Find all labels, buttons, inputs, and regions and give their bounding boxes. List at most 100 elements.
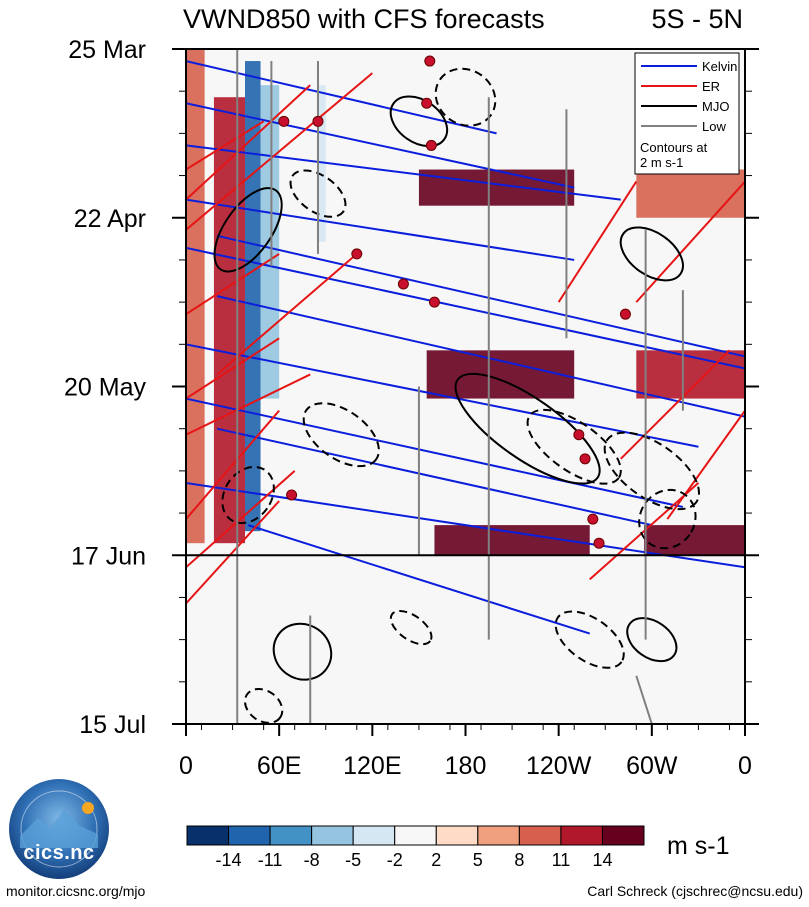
colorbar-box [394,825,437,846]
x-tick-label: 0 [738,752,752,780]
kelvin-contour [186,144,621,201]
mjo-contour [454,372,601,485]
er-contour [186,409,280,520]
mjo-contour [526,408,622,485]
field-feature [636,350,745,399]
er-contour [557,181,638,303]
kelvin-contour [216,234,745,358]
colorbar-label: -5 [345,850,361,870]
er-contour [186,337,280,400]
colorbar-box [311,825,354,846]
cyclone-marker [424,55,436,67]
mjo-contour [638,488,697,550]
legend-label: Kelvin [702,59,737,74]
er-contour [216,253,358,376]
legend: Kelvin ER MJO Low Contours at 2 m s-1 [634,52,740,175]
logo-ring [20,790,98,868]
legend-box [634,52,740,175]
y-tick-label: 17 Jun [71,542,146,570]
er-contour [186,84,311,201]
colorbar-box [518,825,562,846]
colorbar-label: 14 [592,850,612,870]
logo-mountains [20,810,98,848]
legend-label: ER [702,79,720,94]
mjo-contour [603,431,700,511]
colorbar-label: 11 [552,850,571,870]
colorbar-label: -11 [258,850,283,870]
logo-text: cics.nc [23,842,95,864]
mjo-contour [434,67,497,127]
cyclone-marker [278,115,290,127]
chart-title: VWND850 with CFS forecasts [183,4,545,34]
er-contour [635,180,745,303]
field-feature [186,49,205,544]
mjo-contour [272,622,333,681]
region-label: 5S - 5N [651,4,743,34]
kelvin-contour [216,295,745,418]
er-contour [186,120,265,171]
kelvin-contour [216,427,653,527]
er-contour [186,500,280,605]
er-contour [589,482,700,581]
cyclone-marker [421,97,433,109]
cyclone-marker [593,537,605,549]
x-tick-label: 180 [445,752,487,780]
x-tick-label: 60W [626,752,678,780]
y-tick-label: 25 Mar [68,36,146,64]
cyclone-marker [619,308,631,320]
cyclone-marker [286,489,298,501]
cyclone-marker [428,296,440,308]
x-tick-label: 120W [526,752,592,780]
kelvin-contour [186,481,745,569]
cyclone-marker [312,115,324,127]
field-feature [426,350,575,399]
field-feature [418,169,575,206]
mjo-contour [619,226,684,282]
mjo-contour [243,687,284,724]
tropical-cyclone-markers [278,55,631,549]
y-tick-label: 22 Apr [74,205,146,233]
kelvin-contour [247,524,591,635]
colorbar-box [435,825,479,846]
colorbar-label: -2 [387,850,403,870]
er-contour [186,72,373,231]
kelvin-contour [186,102,575,189]
er-contour [620,349,731,460]
field-feature [213,97,246,544]
colorbar-label: 8 [514,850,524,870]
low-contour [635,675,653,724]
colorbar-box [352,825,396,846]
y-axis: 25 Mar 22 Apr 20 May 17 Jun 15 Jul [64,36,759,739]
cyclone-marker [579,453,591,465]
footer-url: monitor.cicsnc.org/mjo [6,883,146,899]
mjo-contour [221,465,275,525]
footer-credit: Carl Schreck (cjschrec@ncsu.edu) [587,883,803,899]
x-tick-label: 0 [179,752,193,780]
cyclone-marker [573,429,585,441]
cyclone-marker [587,513,599,525]
cyclone-marker [425,139,437,151]
colorbar-box [601,825,645,846]
x-tick-label: 60E [257,752,301,780]
y-tick-label: 15 Jul [79,711,146,739]
colorbar-box [228,825,271,846]
er-contour [186,253,280,316]
kelvin-contour [186,397,684,509]
logo-sun [82,802,94,814]
kelvin-contour [186,246,745,370]
x-tick-label: 120E [343,752,401,780]
legend-note-line1: Contours at [640,140,708,155]
x-axis: 0 60E 120E 180 120W 60W 0 [179,724,752,780]
cyclone-marker [397,278,409,290]
er-contour [186,470,296,569]
er-contour [666,410,745,520]
mjo-contour [554,610,625,669]
er-contour [186,373,311,436]
kelvin-contour [186,198,575,261]
colorbar: -14 -11 -8 -5 -2 2 5 8 11 14 [186,825,645,870]
colorbar-box [269,825,313,846]
kelvin-contour [186,343,699,448]
colorbar-box [477,825,520,846]
y-tick-label: 20 May [64,374,146,402]
